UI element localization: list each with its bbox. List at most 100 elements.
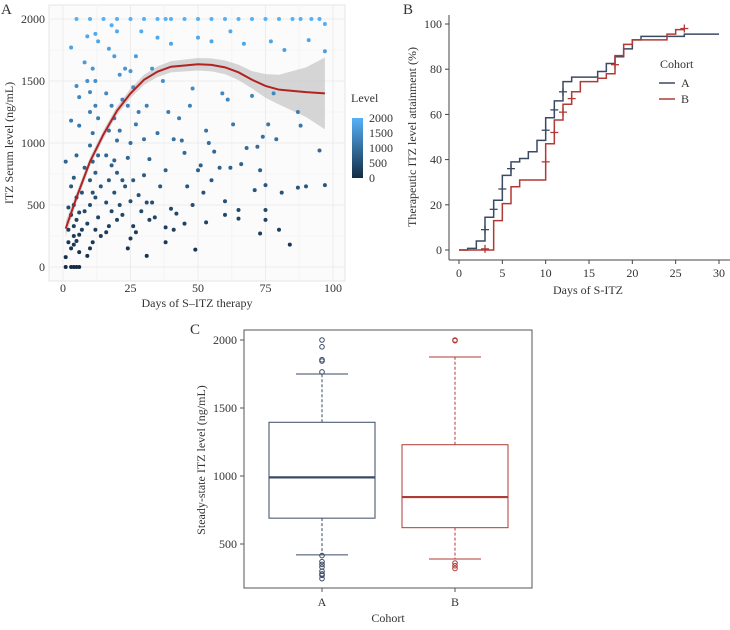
x-tick-label: 5 — [499, 266, 505, 280]
panel-c-boxplot: C 500 1000 1500 2000 A B Cohort Steady-state … — [190, 322, 533, 625]
data-point — [166, 110, 171, 114]
data-point — [115, 138, 119, 143]
data-point — [163, 225, 168, 230]
outlier-point — [319, 564, 325, 570]
data-point — [144, 253, 149, 258]
data-point — [174, 211, 179, 216]
data-point — [125, 246, 130, 251]
data-point — [271, 91, 276, 96]
x-axis-title: Days of S–ITZ therapy — [142, 296, 253, 310]
data-point — [236, 207, 241, 212]
data-point — [231, 122, 236, 127]
y-axis-title: ITZ Serum level (ng/mL) — [2, 82, 16, 204]
y-axis-title: Steady-state ITZ level (ng/mL) — [194, 385, 208, 535]
data-point — [66, 205, 71, 210]
outlier-point — [319, 344, 325, 350]
data-point — [150, 200, 155, 205]
y-tick-label: 1500 — [213, 401, 237, 415]
y-tick-label: 1000 — [213, 469, 237, 483]
outlier-point — [319, 552, 325, 559]
data-point — [150, 66, 155, 71]
x-tick-label: 100 — [324, 281, 342, 295]
data-point — [123, 184, 128, 189]
data-point — [128, 17, 133, 21]
data-point — [223, 17, 227, 21]
data-point — [241, 41, 246, 46]
data-point — [82, 209, 87, 214]
data-point — [104, 230, 109, 235]
data-point — [74, 83, 79, 88]
data-point — [177, 116, 182, 121]
outlier-point — [452, 560, 458, 566]
data-point — [258, 231, 263, 236]
data-point — [88, 143, 92, 148]
y-tick-label: 0 — [39, 260, 45, 274]
data-point — [96, 215, 101, 220]
data-point — [104, 153, 109, 158]
outlier-point — [319, 558, 325, 565]
y-tick-label: 0 — [436, 243, 442, 257]
data-point — [79, 227, 84, 232]
data-point — [209, 39, 214, 44]
data-point — [217, 165, 222, 170]
data-point — [142, 137, 146, 142]
legend-label: A — [681, 76, 690, 90]
data-point — [93, 31, 98, 36]
legend-label: 1000 — [369, 141, 393, 155]
data-point — [104, 200, 109, 205]
data-point — [131, 85, 136, 90]
data-point — [190, 203, 195, 207]
data-point — [85, 253, 90, 258]
x-tick-label: 25 — [125, 281, 137, 295]
data-point — [120, 212, 125, 217]
data-point — [71, 242, 76, 247]
panel-label-a: A — [1, 2, 12, 18]
data-point — [82, 165, 87, 170]
data-point — [306, 38, 311, 43]
outlier-point — [319, 337, 325, 343]
panel-label-b: B — [403, 2, 413, 18]
outlier-point — [452, 565, 458, 572]
data-point — [96, 39, 101, 44]
data-point — [212, 149, 217, 154]
data-point — [187, 103, 192, 108]
data-point — [77, 232, 82, 237]
data-point — [90, 131, 95, 136]
data-point — [277, 227, 281, 232]
data-point — [196, 17, 200, 21]
data-point — [268, 39, 273, 44]
data-point — [204, 128, 209, 133]
data-point — [163, 240, 168, 245]
data-point — [85, 34, 90, 39]
data-point — [85, 79, 90, 83]
data-point — [223, 212, 227, 217]
data-point — [77, 210, 82, 215]
data-point — [322, 183, 327, 188]
data-point — [139, 29, 144, 34]
x-axis-title: Cohort — [371, 611, 405, 625]
data-point — [109, 209, 114, 214]
y-tick-label: 60 — [430, 107, 442, 121]
data-point — [74, 238, 79, 243]
data-point — [171, 137, 176, 142]
data-point — [90, 66, 95, 71]
data-point — [133, 54, 138, 59]
data-point — [206, 141, 211, 145]
data-point — [74, 153, 79, 158]
data-point — [252, 188, 257, 193]
legend-title: Level — [351, 91, 379, 105]
x-tick-label: 50 — [192, 281, 204, 295]
data-point — [144, 200, 149, 205]
data-point — [115, 17, 119, 21]
smooth-trend-line — [64, 63, 325, 229]
x-tick-label: A — [318, 595, 327, 609]
data-point — [71, 175, 76, 180]
confidence-band — [65, 57, 325, 236]
data-point — [63, 159, 68, 164]
data-point — [139, 209, 144, 214]
data-point — [74, 217, 79, 222]
data-point — [228, 29, 233, 34]
data-point — [106, 128, 111, 133]
outlier-point — [319, 369, 325, 375]
x-tick-label: 15 — [583, 266, 595, 280]
